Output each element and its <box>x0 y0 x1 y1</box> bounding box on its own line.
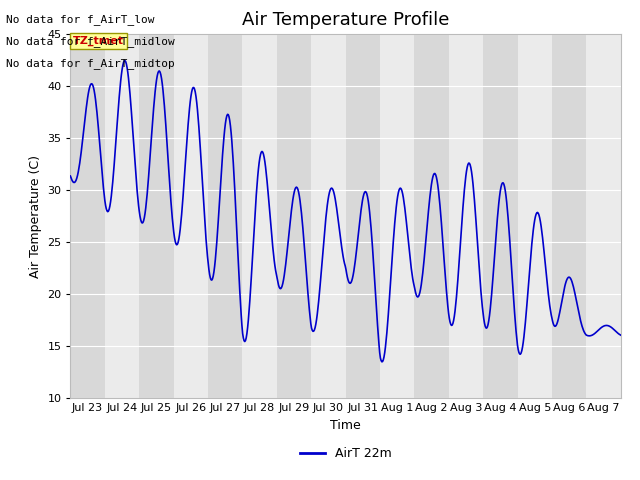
Bar <box>518 34 552 398</box>
Bar <box>586 34 621 398</box>
Y-axis label: Air Temperature (C): Air Temperature (C) <box>29 155 42 277</box>
Legend: AirT 22m: AirT 22m <box>295 442 396 465</box>
Bar <box>415 34 449 398</box>
X-axis label: Time: Time <box>330 419 361 432</box>
Title: Air Temperature Profile: Air Temperature Profile <box>242 11 449 29</box>
Bar <box>208 34 243 398</box>
Bar <box>140 34 173 398</box>
Bar <box>380 34 415 398</box>
Bar <box>276 34 311 398</box>
Bar <box>243 34 277 398</box>
Bar <box>70 34 105 398</box>
Bar <box>173 34 208 398</box>
Bar <box>552 34 586 398</box>
Text: No data for f_AirT_midtop: No data for f_AirT_midtop <box>6 58 175 69</box>
Text: No data for f_AirT_low: No data for f_AirT_low <box>6 14 155 25</box>
Text: TZ_tmet: TZ_tmet <box>73 36 124 46</box>
Bar <box>449 34 483 398</box>
Bar <box>105 34 140 398</box>
Text: No data for f_AirT_midlow: No data for f_AirT_midlow <box>6 36 175 47</box>
Bar <box>346 34 380 398</box>
Bar <box>311 34 346 398</box>
Bar <box>483 34 518 398</box>
